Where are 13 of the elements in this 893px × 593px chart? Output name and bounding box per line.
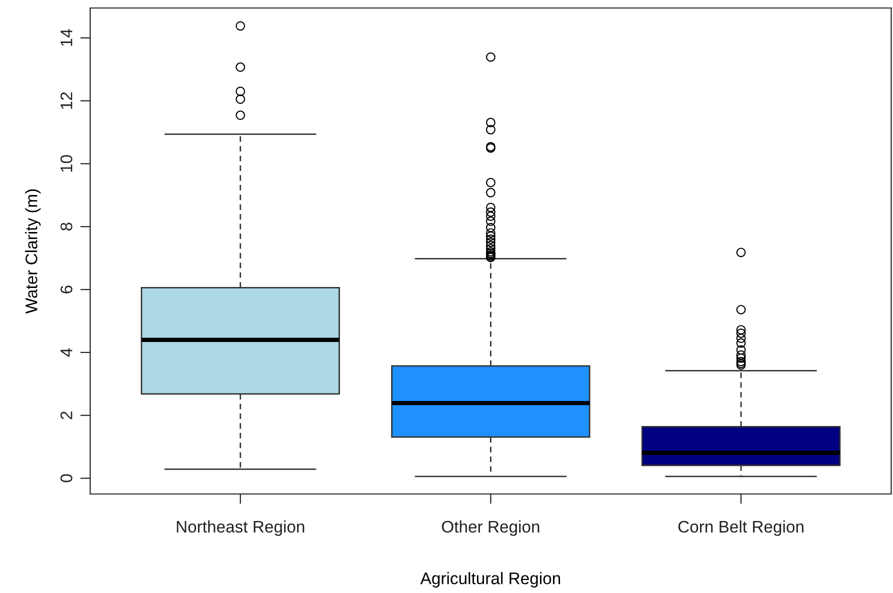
y-tick-label: 6 (60, 286, 72, 294)
y-tick-label: 10 (60, 155, 72, 172)
y-axis-title: Water Clarity (m) (25, 189, 41, 314)
x-axis-title: Agricultural Region (420, 572, 560, 588)
x-tick-label: Northeast Region (176, 520, 304, 536)
y-tick-label: 8 (60, 222, 72, 231)
y-tick-label: 0 (60, 474, 72, 482)
y-tick-label: 4 (60, 348, 72, 357)
x-tick-label: Other Region (442, 520, 540, 536)
y-tick-label: 2 (60, 412, 72, 420)
y-tick-label: 14 (60, 29, 72, 46)
y-tick-label: 12 (60, 92, 72, 109)
x-tick-label: Corn Belt Region (678, 520, 804, 536)
